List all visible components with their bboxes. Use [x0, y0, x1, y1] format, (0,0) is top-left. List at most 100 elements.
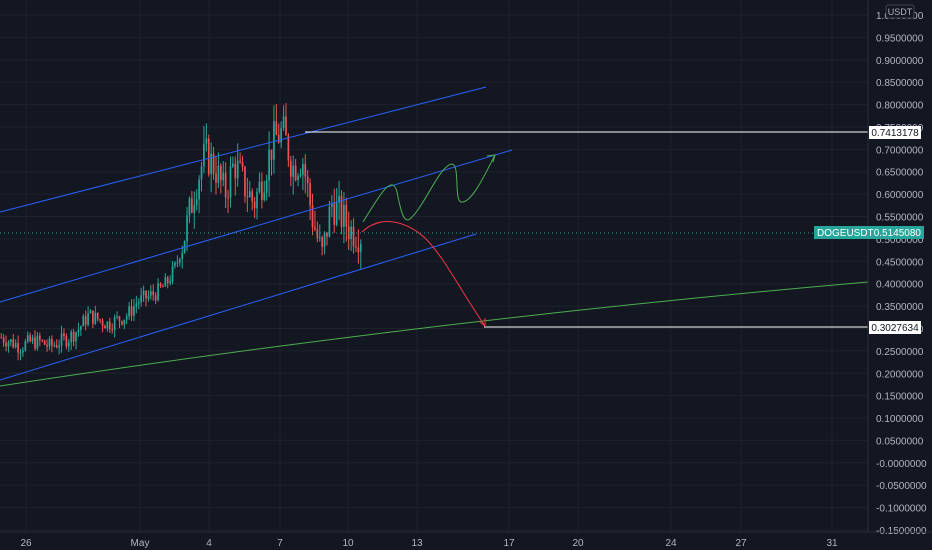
candle-body: [5, 342, 7, 347]
channel-middle-line[interactable]: [0, 149, 513, 303]
price-tick-label: 0.0500000: [876, 436, 924, 447]
candle-body: [306, 176, 309, 184]
candle-body: [297, 175, 299, 181]
candle-body: [31, 337, 34, 342]
price-tick-label: 0.4000000: [876, 280, 924, 291]
candle-body: [294, 165, 297, 181]
price-tick-label: 0.9000000: [876, 56, 924, 67]
candle-body: [41, 340, 44, 342]
symbol-label: DOGEUSDT: [817, 228, 874, 239]
candle-body: [51, 338, 53, 346]
channel-lower-line[interactable]: [0, 233, 477, 381]
time-axis[interactable]: 26 May 4 7 10 13 17 20 24 27 31: [20, 538, 838, 549]
candle-body: [217, 165, 220, 183]
candle-body: [330, 203, 333, 207]
candle-body: [251, 191, 254, 202]
last-price-label: 0.5145080: [874, 228, 922, 239]
candle-body: [108, 321, 111, 330]
candle-body: [80, 326, 82, 330]
candle-body: [280, 128, 282, 143]
candle-body: [116, 316, 118, 318]
candle-body: [299, 174, 302, 176]
candle-body: [26, 335, 29, 342]
candle-body: [58, 345, 60, 348]
candle-body: [135, 303, 138, 307]
currency-badge[interactable]: USDT: [888, 7, 913, 17]
price-tick-label: 0.7000000: [876, 145, 924, 156]
candle-body: [14, 343, 17, 348]
candle-body: [188, 198, 191, 216]
candle-body: [263, 192, 266, 200]
candle-body: [12, 339, 15, 348]
candle-body: [174, 262, 176, 266]
last-price-tag: DOGEUSDT 0.5145080: [814, 226, 924, 239]
price-tick-label: 0.3500000: [876, 302, 924, 313]
candle-body: [140, 295, 143, 303]
candle-body: [157, 283, 159, 301]
candle-body: [321, 237, 324, 247]
candle-body: [273, 121, 275, 160]
candle-body: [178, 259, 181, 263]
bullish-projection-path[interactable]: [362, 154, 496, 223]
time-tick-label: 26: [20, 538, 32, 549]
candle-body: [123, 319, 126, 325]
price-tick-label: 0.5500000: [876, 213, 924, 224]
candle-body: [241, 162, 244, 167]
candle-body: [162, 286, 164, 288]
candle-body: [212, 153, 215, 174]
bearish-arrow-head: [478, 318, 486, 328]
candle-body: [246, 196, 249, 198]
candle-body: [2, 337, 5, 343]
candle-body: [142, 290, 145, 296]
candle-body: [229, 166, 232, 198]
candle-body: [38, 335, 41, 341]
candle-body: [193, 205, 196, 213]
candle-body: [203, 143, 205, 167]
candle-body: [48, 338, 51, 347]
candle-body: [323, 232, 326, 247]
channel-upper-line[interactable]: [0, 86, 487, 213]
candle-body: [326, 232, 328, 237]
candle-body: [316, 229, 319, 239]
time-tick-label: 24: [665, 538, 677, 549]
candle-body: [186, 215, 188, 241]
bearish-projection-path[interactable]: [361, 221, 486, 327]
candle-body: [248, 191, 251, 197]
support-curve[interactable]: [0, 281, 869, 387]
candle-body: [166, 277, 169, 284]
candle-body: [17, 343, 19, 353]
candle-body: [89, 310, 92, 314]
candle-body: [359, 243, 362, 252]
candle-body: [335, 202, 338, 225]
candle-body: [154, 295, 157, 301]
candle-body: [224, 172, 227, 198]
candle-body: [84, 316, 87, 325]
candle-body: [236, 160, 239, 179]
candle-body: [268, 149, 270, 181]
candle-body: [205, 138, 208, 144]
price-tick-label: 0.6500000: [876, 168, 924, 179]
candle-body: [147, 295, 150, 299]
candle-body: [265, 180, 268, 193]
candle-body: [34, 337, 36, 349]
candle-body: [181, 252, 184, 260]
candle-body: [355, 246, 357, 248]
candle-body: [210, 153, 213, 175]
time-tick-label: 17: [503, 538, 515, 549]
candle-body: [340, 195, 343, 227]
candle-body: [133, 306, 135, 316]
candle-body: [350, 226, 352, 240]
candle-body: [101, 320, 104, 326]
time-tick-label: 4: [206, 538, 212, 549]
candle-body: [19, 352, 22, 354]
candle-body: [309, 183, 311, 206]
candle-body: [282, 116, 285, 129]
candle-body: [0, 337, 3, 339]
candle-body: [63, 333, 65, 336]
candle-body: [227, 197, 229, 199]
candle-body: [75, 332, 77, 342]
candle-body: [29, 335, 32, 342]
candle-body: [43, 340, 46, 345]
candle-body: [318, 237, 321, 239]
